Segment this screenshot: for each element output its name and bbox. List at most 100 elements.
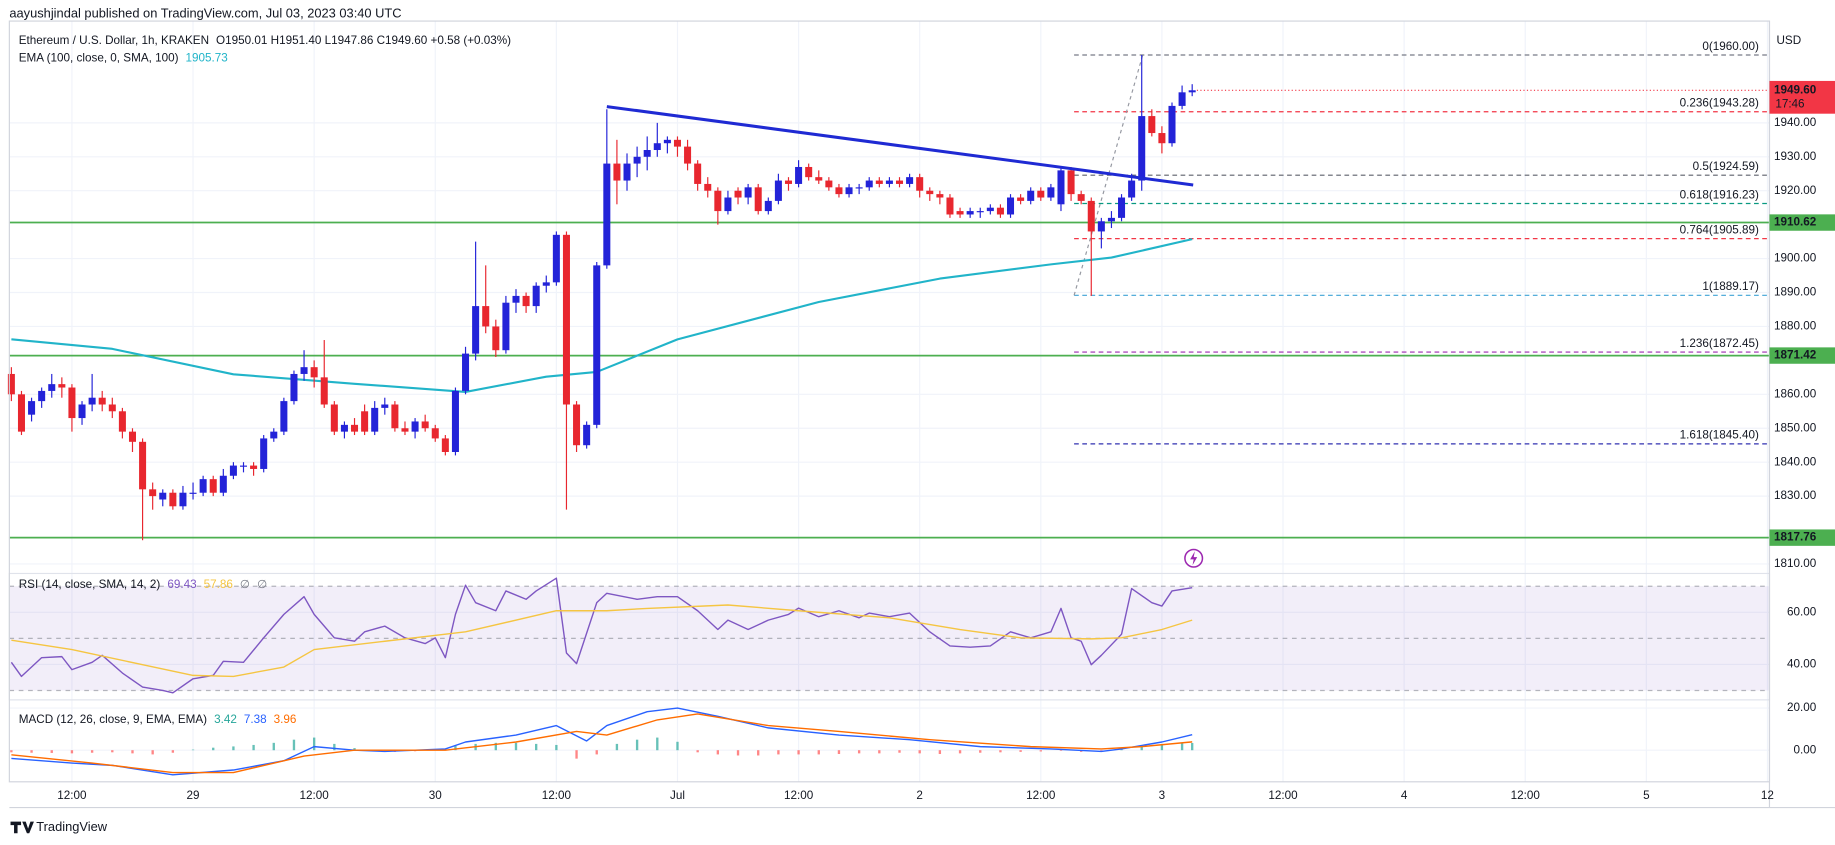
candle-body [1027, 190, 1035, 201]
histogram-bar [252, 744, 255, 751]
candle-body [805, 166, 813, 178]
histogram-bar [494, 742, 497, 751]
candle-body [986, 207, 994, 212]
publish-header: aayushjindal published on TradingView.co… [9, 5, 401, 20]
candle-body [583, 424, 591, 446]
candle-body [906, 177, 914, 184]
candle-body [128, 431, 136, 442]
candle-body [290, 373, 298, 402]
x-tick-label: 12 [1761, 789, 1774, 802]
price-legend: Ethereum / U.S. Dollar, 1h, KRAKEN O1950.… [19, 34, 511, 47]
y-tick-label: 1920.00 [1774, 184, 1817, 197]
candle-body [401, 428, 409, 432]
candle-body [502, 302, 510, 351]
candle-body [815, 177, 823, 181]
fib-label: 0.618(1916.23) [1680, 188, 1759, 201]
alert-icon[interactable] [1184, 548, 1204, 568]
candle-body [976, 211, 984, 213]
histogram-bar [1019, 750, 1022, 752]
marks-layer [7, 54, 1770, 776]
candle-body [532, 285, 540, 307]
histogram-bar [70, 750, 74, 754]
candle-body [108, 404, 116, 412]
y-tick-label: 1900.00 [1774, 252, 1817, 265]
histogram-bar [898, 750, 901, 753]
candle-body [139, 441, 147, 490]
y-tick-label: 20.00 [1787, 701, 1817, 714]
fib-label: 0.5(1924.59) [1693, 160, 1759, 173]
x-tick-label: 12:00 [300, 789, 330, 802]
histogram-bar [1059, 750, 1063, 751]
ema-title: EMA (100, close, 0, SMA, 100) [19, 52, 179, 65]
histogram-bar [353, 748, 356, 751]
candle-body [149, 489, 157, 497]
candle-body [956, 211, 964, 215]
candle-body [361, 411, 369, 432]
y-tick-label: 1940.00 [1774, 116, 1817, 129]
histogram-bar [30, 750, 33, 753]
brand-logo [10, 821, 34, 834]
trendline [606, 105, 1194, 187]
histogram-bar [131, 750, 134, 754]
x-tick-label: 30 [429, 789, 442, 802]
price-tag [1769, 214, 1835, 231]
candle-body [7, 373, 15, 395]
histogram-bar [1191, 743, 1194, 751]
candle-body [552, 234, 560, 283]
x-tick-label: 12:00 [1268, 789, 1298, 802]
labels-layer: 12:00 29 12:00 30 12:00 Jul 12:00 2 12:00 3 12:00 4… [57, 40, 1835, 802]
candle-body [300, 367, 308, 374]
x-tick-label: 4 [1401, 789, 1408, 802]
candle-body [744, 187, 752, 198]
candle-body [451, 390, 459, 453]
candle-body [1168, 105, 1176, 144]
rsi-value: 69.43 [167, 578, 196, 591]
candle-body [1067, 170, 1075, 195]
candle-body [250, 465, 258, 469]
histogram-bar [1120, 749, 1123, 751]
candle-body [573, 404, 581, 446]
histogram-bar [635, 739, 639, 751]
candle-body [996, 207, 1004, 215]
histogram-bar [918, 750, 921, 754]
candle-body [916, 177, 924, 191]
histogram-bar [90, 750, 94, 753]
histogram-bar [999, 750, 1002, 753]
x-tick-label: 12:00 [784, 789, 814, 802]
candle-body [199, 479, 207, 493]
fib-label: 1.236(1872.45) [1680, 337, 1759, 350]
rsi-line [11, 604, 1193, 678]
candle-body [795, 166, 803, 184]
histogram-bar [535, 743, 538, 751]
candle-body [310, 367, 318, 378]
candle-body [88, 397, 96, 405]
candle-body [169, 492, 177, 507]
candle-body [684, 146, 692, 164]
candle-body [340, 424, 348, 432]
candle-body [663, 139, 671, 144]
candle-body [1077, 194, 1085, 201]
candle-body [209, 479, 217, 493]
candle-body [229, 465, 237, 476]
candle-body [28, 401, 36, 415]
candle-body [1138, 116, 1146, 181]
candle-body [542, 282, 550, 286]
histogram-bar [938, 750, 942, 755]
alert-bolt[interactable] [1190, 551, 1198, 566]
footer: TradingView [10, 819, 108, 834]
histogram-bar [50, 750, 53, 753]
candle-body [1148, 116, 1156, 134]
candle-body [1097, 221, 1105, 232]
candle-body [623, 163, 631, 181]
x-tick-label: 2 [916, 789, 923, 802]
candle-body [825, 180, 833, 188]
candle-body [270, 431, 278, 439]
histogram-bar [797, 750, 800, 755]
y-tick-label: 1810.00 [1774, 557, 1817, 570]
price-tag [1769, 347, 1835, 364]
rsi-legend: RSI (14, close, SMA, 14, 2) 69.43 57.86 ∅ ∅ [19, 578, 268, 591]
fib-label: 0(1960.00) [1702, 40, 1759, 53]
histogram-bar [595, 750, 598, 755]
candle-body [895, 180, 904, 184]
candle-body [754, 187, 762, 212]
